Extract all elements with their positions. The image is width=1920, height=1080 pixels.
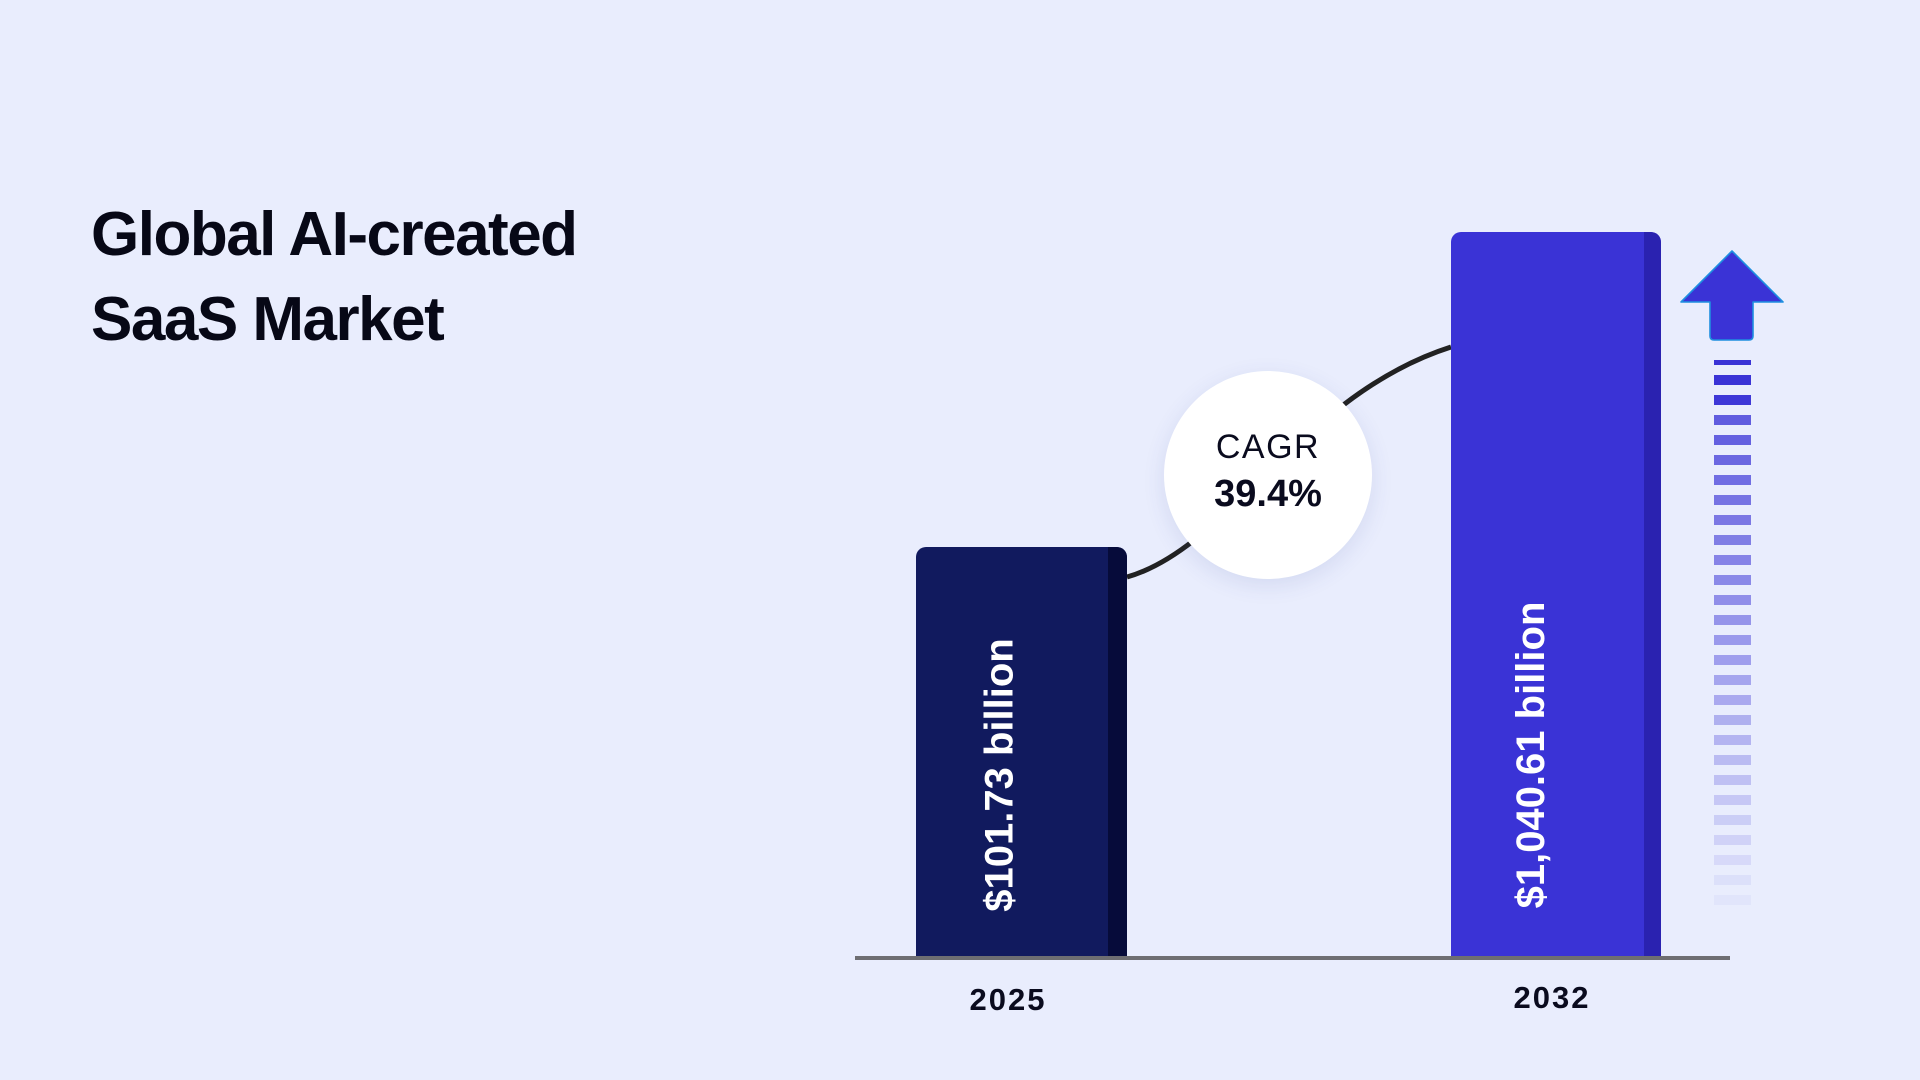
bar-2032-side bbox=[1644, 232, 1661, 957]
x-axis-baseline bbox=[855, 956, 1730, 960]
x-label-2032: 2032 bbox=[1513, 980, 1591, 1015]
cagr-label: CAGR bbox=[1215, 428, 1321, 466]
title-line-1: Global AI-created bbox=[91, 200, 578, 269]
bar-2025-value: $101.73 billion bbox=[977, 638, 1022, 912]
title-line-2: SaaS Market bbox=[91, 285, 445, 354]
x-label-2025: 2025 bbox=[969, 982, 1047, 1017]
bar-2025-side bbox=[1108, 547, 1127, 957]
cagr-value: 39.4% bbox=[1214, 473, 1322, 515]
cagr-badge: CAGR 39.4% bbox=[1164, 371, 1372, 579]
growth-stripes bbox=[1714, 360, 1751, 905]
bar-2032-value: $1,040.61 billion bbox=[1508, 601, 1553, 909]
bar-2025: $101.73 billion bbox=[916, 547, 1127, 957]
page-title: Global AI-created SaaS Market bbox=[91, 192, 578, 362]
up-arrow-icon bbox=[1680, 250, 1784, 341]
bar-2032: $1,040.61 billion bbox=[1451, 232, 1661, 957]
